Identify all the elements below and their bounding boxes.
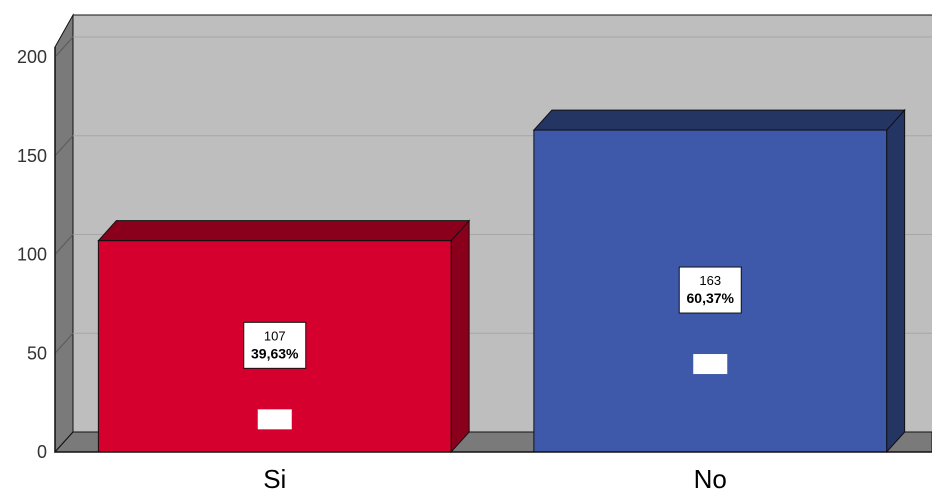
side-gridline — [54, 332, 74, 354]
label-marker — [257, 409, 292, 430]
y-tick-label: 50 — [27, 343, 47, 363]
bar-top — [97, 220, 471, 242]
data-label-count: 163 — [699, 273, 721, 288]
label-marker — [693, 354, 728, 375]
data-label: 107 39,63% — [243, 321, 307, 430]
data-label-box — [243, 321, 307, 369]
data-label-percent: 60,37% — [687, 290, 735, 306]
side-gridline — [54, 135, 74, 157]
x-category-label: No — [694, 464, 727, 491]
side-wall — [54, 13, 74, 454]
x-category-label: Si — [263, 464, 286, 491]
y-tick-label: 0 — [37, 442, 47, 462]
side-gridline — [54, 36, 74, 58]
data-labels: 107 39,63% 163 60,37% — [243, 266, 742, 430]
bar-top — [532, 109, 906, 131]
y-tick-label: 150 — [17, 146, 47, 166]
data-label: 163 60,37% — [678, 266, 742, 375]
data-label-box — [678, 266, 742, 314]
data-label-count: 107 — [264, 328, 286, 343]
x-axis: Si No — [55, 451, 932, 491]
bar-side — [450, 219, 470, 454]
y-tick-label: 200 — [17, 47, 47, 67]
side-gridline — [54, 234, 74, 255]
y-tick-label: 100 — [17, 245, 47, 265]
bar-side — [886, 108, 906, 454]
data-label-percent: 39,63% — [251, 345, 299, 361]
y-axis: 0 50 100 150 200 — [17, 47, 56, 462]
